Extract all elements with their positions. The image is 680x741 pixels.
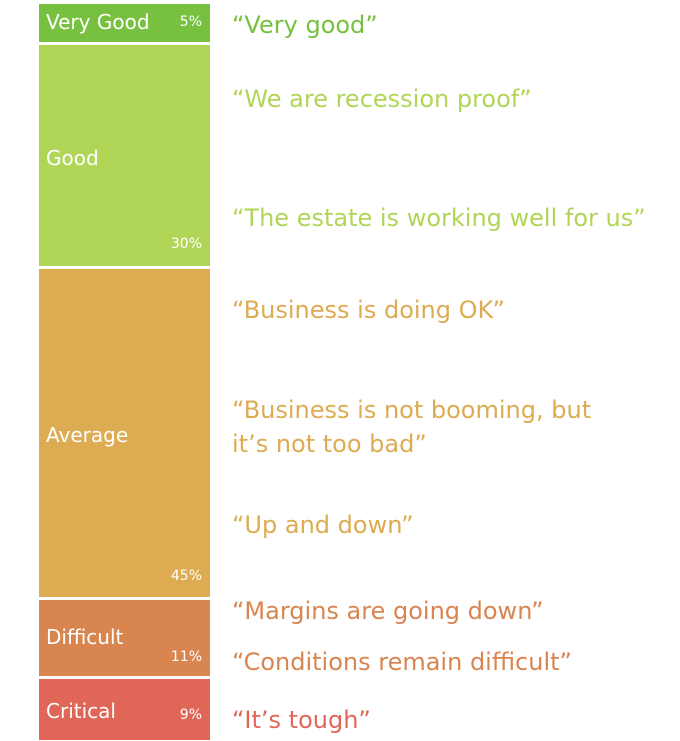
segment-label: Critical [46,699,116,723]
quote-good: “We are recession proof” [232,85,532,113]
quote-critical: “It’s tough” [232,706,371,734]
segment-percent: 30% [170,236,202,252]
segment-very-good: Very Good 5% [39,4,210,42]
segment-percent: 9% [179,707,202,723]
segment-good: Good 30% [39,45,210,266]
segment-percent: 11% [170,649,202,665]
segment-label: Difficult [46,625,124,649]
quote-average: it’s not too bad” [232,430,427,458]
segment-label: Good [46,146,99,170]
segment-label: Average [46,423,129,447]
segment-critical: Critical 9% [39,679,210,740]
quote-average: “Up and down” [232,511,414,539]
segment-difficult: Difficult 11% [39,600,210,676]
quote-difficult: “Conditions remain difficult” [232,648,572,676]
quote-average: “Business is not booming, but [232,396,592,424]
segment-percent: 45% [170,568,202,584]
segment-label: Very Good [46,10,150,34]
quote-average: “Business is doing OK” [232,296,505,324]
quote-difficult: “Margins are going down” [232,597,544,625]
segment-average: Average 45% [39,269,210,597]
quote-very-good: “Very good” [232,11,378,39]
segment-percent: 5% [179,14,202,30]
quote-good: “The estate is working well for us” [232,204,646,232]
